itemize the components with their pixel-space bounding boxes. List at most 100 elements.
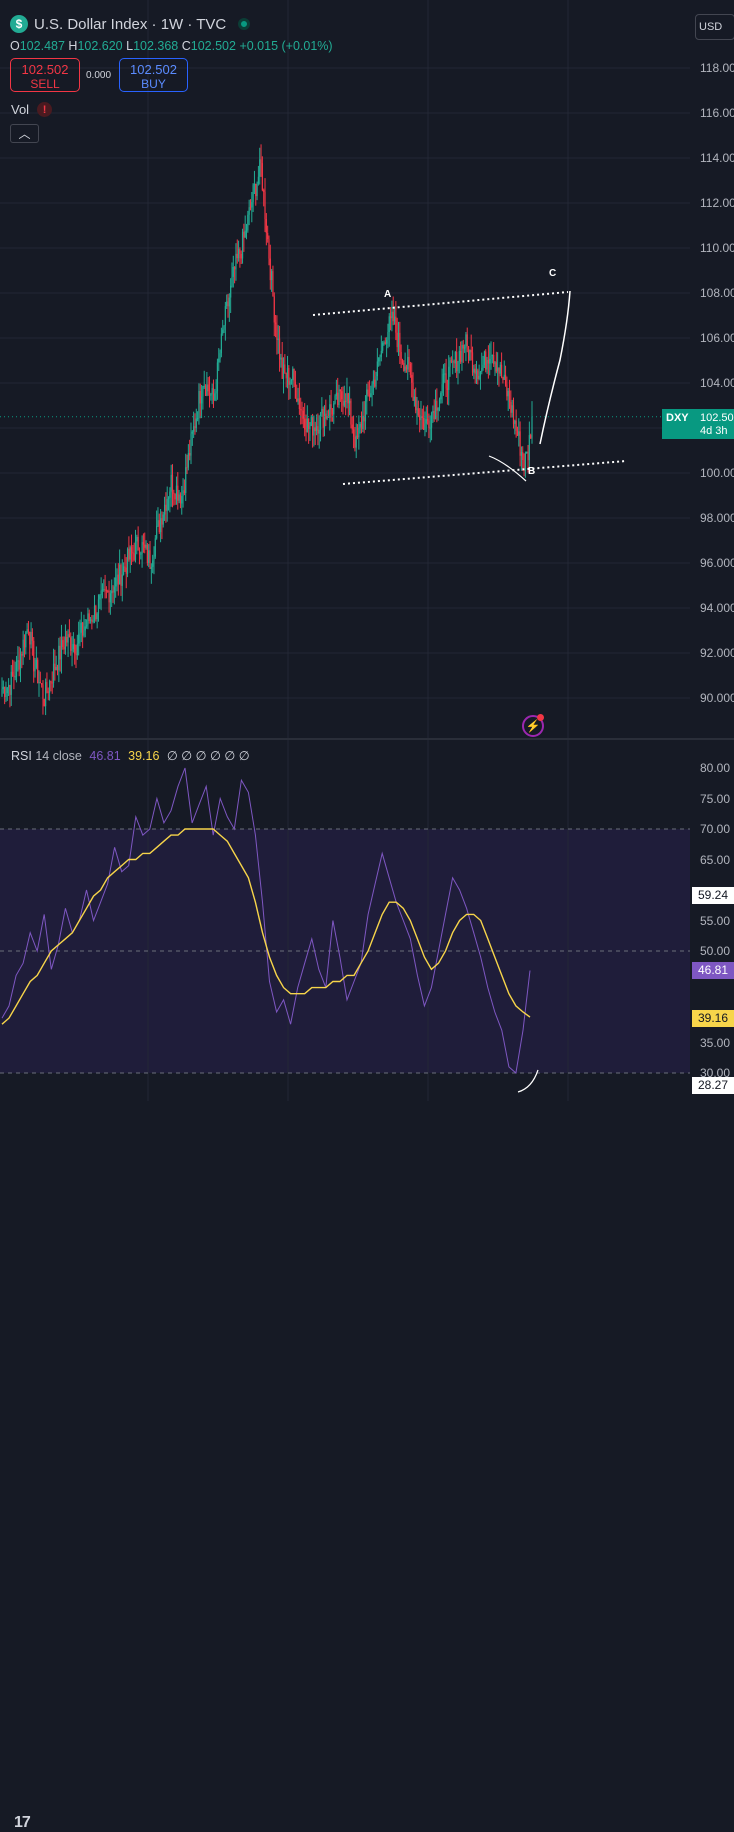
candle-body	[214, 393, 216, 401]
candle	[386, 337, 388, 358]
candle-body	[297, 398, 299, 402]
rsi-legend[interactable]: RSI 14 close 46.81 39.16 ∅ ∅ ∅ ∅ ∅ ∅	[11, 748, 250, 763]
candle-body	[334, 395, 336, 404]
candle-body	[522, 452, 524, 460]
candle-body	[1, 689, 3, 696]
candle-body	[43, 698, 45, 707]
candle	[236, 239, 238, 264]
candle	[425, 406, 427, 433]
candle-body	[215, 391, 217, 394]
candle	[224, 301, 226, 341]
symbol-title[interactable]: U.S. Dollar Index · 1W · TVC	[34, 15, 227, 33]
wave-c-projection	[539, 290, 571, 445]
candle	[292, 366, 294, 389]
candle	[215, 379, 217, 402]
candle-body	[487, 359, 489, 364]
candle-body	[59, 645, 61, 660]
candle-body	[313, 427, 315, 436]
buy-button[interactable]: 102.502 BUY	[119, 58, 188, 92]
candle	[506, 376, 508, 401]
candle-body	[21, 654, 23, 656]
candle	[260, 144, 262, 177]
candle-body	[506, 384, 508, 397]
price-pane[interactable]: $ U.S. Dollar Index · 1W · TVC O102.487 …	[0, 0, 734, 738]
candle	[100, 577, 102, 611]
candle	[6, 686, 8, 701]
currency-button[interactable]: USD	[695, 14, 734, 40]
candle	[421, 408, 423, 430]
candle-body	[48, 681, 51, 693]
sell-button[interactable]: 102.502 SELL	[10, 58, 80, 92]
candle	[522, 446, 524, 471]
candle	[146, 543, 148, 566]
volume-legend[interactable]: Vol !	[11, 102, 53, 117]
candle	[111, 579, 113, 607]
candle	[269, 244, 271, 290]
candle	[152, 554, 154, 574]
candle-body	[296, 398, 298, 402]
candle-body	[528, 435, 530, 461]
candle	[306, 405, 308, 433]
candle-body	[516, 430, 519, 436]
candle	[302, 406, 304, 429]
candle	[76, 634, 78, 660]
candle-body	[315, 426, 318, 432]
candle-body	[200, 396, 203, 404]
candle	[23, 634, 26, 658]
candle-body	[380, 350, 382, 357]
candle	[31, 628, 33, 656]
candle	[249, 199, 252, 211]
candle-body	[510, 401, 512, 413]
candle	[142, 533, 145, 553]
tradingview-logo[interactable]: 17	[14, 1814, 31, 1831]
candle-body	[45, 682, 47, 707]
candle-body	[281, 357, 283, 379]
candle	[161, 511, 163, 540]
candle-body	[109, 593, 111, 603]
candle	[27, 620, 30, 636]
candle-body	[372, 379, 374, 384]
candle	[109, 590, 111, 615]
candle-body	[483, 351, 486, 365]
candle	[83, 614, 85, 638]
candle	[72, 632, 74, 653]
candle-body	[10, 671, 12, 695]
candle	[78, 621, 80, 656]
candle	[449, 357, 451, 377]
dollar-sign-icon[interactable]: $	[10, 15, 28, 33]
candle-body	[475, 370, 478, 374]
candle	[341, 386, 343, 412]
candle-body	[405, 366, 408, 370]
candle-body	[245, 230, 248, 232]
price-tick-label: 114.000	[700, 151, 734, 165]
candle-body	[416, 408, 418, 411]
chevron-up-icon[interactable]: ︿	[10, 124, 39, 143]
candle	[226, 294, 228, 309]
price-chart[interactable]	[0, 0, 734, 738]
candle-body	[428, 420, 430, 428]
candle	[378, 357, 380, 367]
flash-icon[interactable]: ⚡	[522, 715, 544, 737]
rsi-chart[interactable]	[0, 740, 734, 1101]
candle-body	[156, 525, 158, 539]
candle-body	[239, 248, 241, 254]
pane-divider[interactable]	[0, 738, 734, 740]
candle	[519, 421, 521, 467]
candle	[504, 365, 507, 387]
candle	[323, 405, 326, 437]
rsi-pane[interactable]: RSI 14 close 46.81 39.16 ∅ ∅ ∅ ∅ ∅ ∅ 80.…	[0, 740, 734, 1831]
rsi-empty-values: ∅ ∅ ∅ ∅ ∅ ∅	[166, 749, 250, 763]
candle-body	[177, 485, 179, 501]
candle-body	[191, 431, 193, 434]
candle	[438, 397, 441, 412]
candle	[444, 363, 446, 383]
candle	[156, 510, 158, 540]
candle-body	[441, 384, 443, 394]
candle	[362, 401, 364, 433]
candle	[278, 325, 281, 372]
candle	[347, 392, 349, 417]
candle-body	[134, 541, 137, 560]
warning-icon[interactable]: !	[37, 102, 53, 117]
candle-body	[449, 360, 451, 367]
candle	[442, 364, 445, 396]
